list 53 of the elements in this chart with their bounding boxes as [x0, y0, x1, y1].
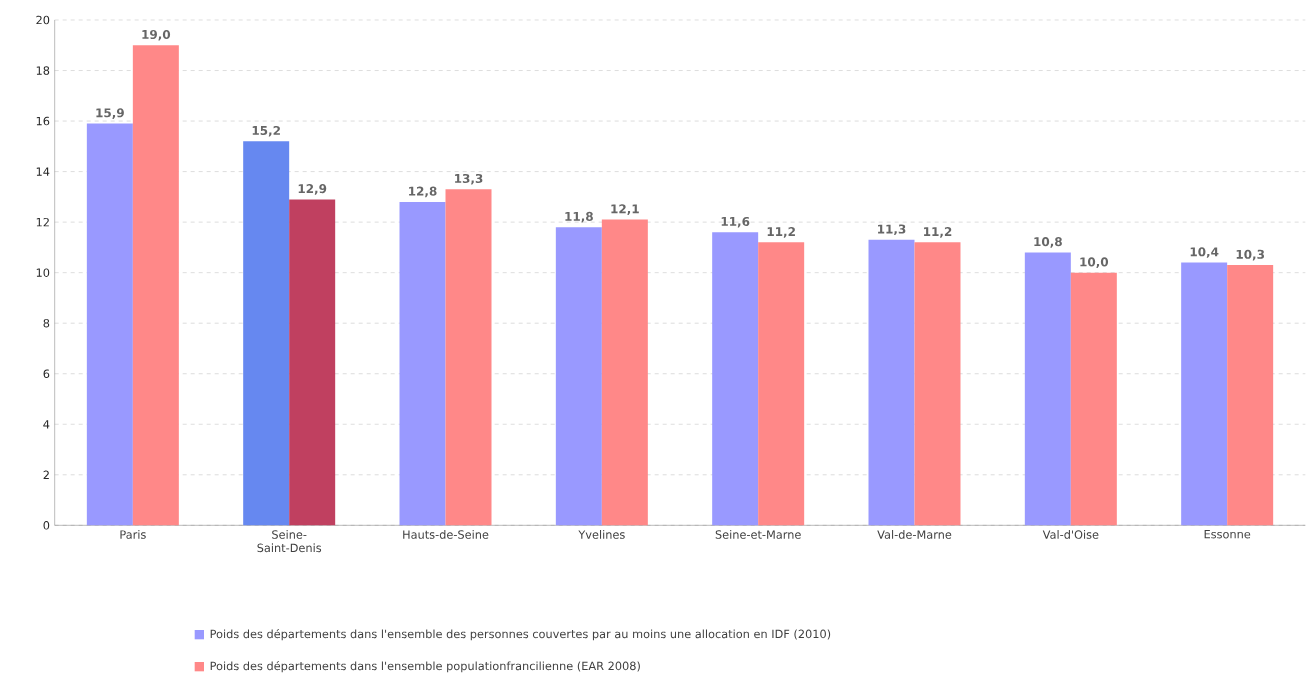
bar	[399, 202, 446, 526]
y-tick-label: 8	[43, 319, 50, 328]
x-tick-label: Val-de-Marne	[877, 530, 952, 539]
x-tick-label: Val-d'Oise	[1042, 530, 1099, 539]
bar	[914, 242, 961, 526]
x-tick-label: Essonne	[1204, 530, 1251, 539]
data-label: 13,3	[455, 174, 483, 185]
y-tick-label: 20	[36, 15, 50, 25]
y-tick-label: 6	[43, 369, 50, 379]
data-label: 10,3	[1236, 249, 1265, 261]
bar	[445, 189, 492, 526]
data-label: 11,2	[767, 227, 795, 238]
y-tick-label: 10	[36, 268, 50, 278]
bar	[712, 232, 759, 526]
data-label: 10,8	[1034, 237, 1062, 248]
y-tick-label: 16	[36, 116, 50, 126]
bar	[86, 123, 133, 526]
y-tick-label: 4	[43, 420, 50, 429]
data-label: 12,9	[298, 184, 327, 195]
bar	[868, 239, 915, 526]
bar	[601, 219, 648, 526]
data-label: 12,8	[409, 186, 437, 198]
data-label: 15,2	[252, 126, 280, 137]
bar	[758, 242, 805, 526]
x-tick-label: Seine-Saint-Denis	[257, 530, 322, 553]
bar	[1227, 265, 1274, 526]
x-tick-label: Yvelines	[578, 530, 625, 539]
data-label: 10,4	[1190, 247, 1219, 259]
bar	[243, 141, 290, 526]
bar	[1181, 262, 1228, 526]
x-tick-label: Hauts-de-Seine	[403, 530, 489, 539]
y-tick-label: 18	[36, 66, 50, 75]
x-tick-label: Paris	[120, 530, 146, 539]
data-label: 12,1	[611, 204, 639, 216]
data-label: 11,8	[565, 212, 593, 223]
y-tick-label: 12	[36, 218, 49, 227]
data-label: 15,9	[96, 108, 124, 120]
bar	[1024, 252, 1071, 526]
bar	[1070, 272, 1117, 526]
y-tick-label: 0	[43, 521, 50, 530]
data-label: 10,0	[1080, 257, 1109, 269]
legend-label: Poids des départements dans l'ensemble populationfrancilienne (EAR 2008)	[210, 661, 640, 673]
bar	[555, 227, 602, 526]
bar	[289, 199, 336, 526]
y-tick-label: 2	[43, 470, 49, 480]
data-label: 11,3	[878, 224, 906, 236]
legend-label: Poids des départements dans l'ensemble des personnes couvertes par au moins une allocation en IDF (2010)	[210, 629, 831, 641]
data-label: 19,0	[142, 30, 171, 41]
bar	[132, 45, 179, 526]
data-label: 11,2	[924, 227, 952, 238]
data-label: 11,6	[721, 217, 750, 228]
y-tick-label: 14	[36, 167, 50, 176]
x-tick-label: Seine-et-Marne	[715, 530, 801, 539]
